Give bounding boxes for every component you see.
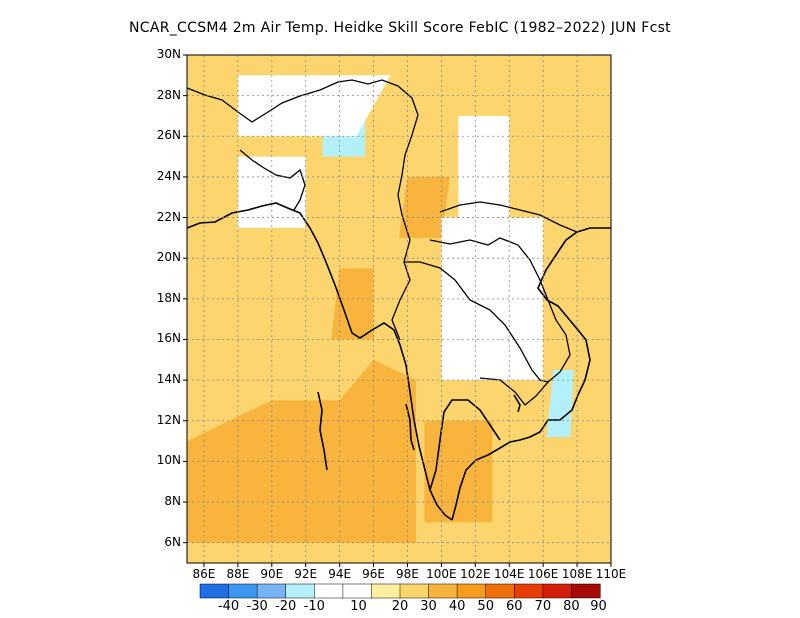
region-myanmar-warm <box>331 268 374 340</box>
coastline <box>187 202 611 521</box>
coastline-thai-gulf-inner <box>429 399 501 491</box>
plot-area <box>183 54 612 567</box>
colorbar-swatch <box>256 583 287 599</box>
colorbar-swatch <box>228 583 258 599</box>
region-china-south-neutral <box>458 116 510 218</box>
colorbar <box>199 583 601 599</box>
colorbar-swatch <box>485 583 515 599</box>
colorbar-swatch <box>428 583 458 599</box>
region-west-sea-warm-core <box>187 451 272 502</box>
colorbar-swatch <box>456 583 487 599</box>
colorbar-swatch <box>342 583 373 599</box>
region-guangxi-warm <box>509 136 544 198</box>
colorbar-swatch <box>314 583 344 599</box>
border-bangladesh <box>239 149 306 211</box>
country-borders <box>187 79 578 406</box>
border-thai-cambodia <box>404 261 550 406</box>
region-bangladesh-neutral <box>237 156 306 228</box>
colorbar-swatch <box>514 583 544 599</box>
coastline-bay-of-bengal <box>187 202 453 521</box>
colorbar-swatch <box>399 583 430 599</box>
colorbar-swatch <box>199 583 230 599</box>
colorbar-swatch <box>371 583 401 599</box>
border-laos-vietnam <box>429 237 571 383</box>
region-thailand-warm <box>424 420 493 523</box>
axis-ticks <box>183 54 612 567</box>
region-andaman-warm <box>339 359 416 543</box>
region-yunnan-warm <box>399 176 450 238</box>
colorbar-swatch <box>542 583 573 599</box>
border-myanmar-east <box>391 114 419 341</box>
map-title: NCAR_CCSM4 2m Air Temp. Heidke Skill Sco… <box>129 20 671 36</box>
colorbar-swatch <box>285 583 315 599</box>
coastline-islands <box>317 391 521 471</box>
border-china-south <box>439 201 578 233</box>
skill-regions <box>187 75 574 543</box>
region-india-north-neutral <box>237 75 391 137</box>
border-himalaya <box>187 79 419 123</box>
colorbar-swatch <box>571 583 601 599</box>
coastline-gulf-of-thailand <box>451 227 611 521</box>
plot-frame <box>186 54 612 564</box>
